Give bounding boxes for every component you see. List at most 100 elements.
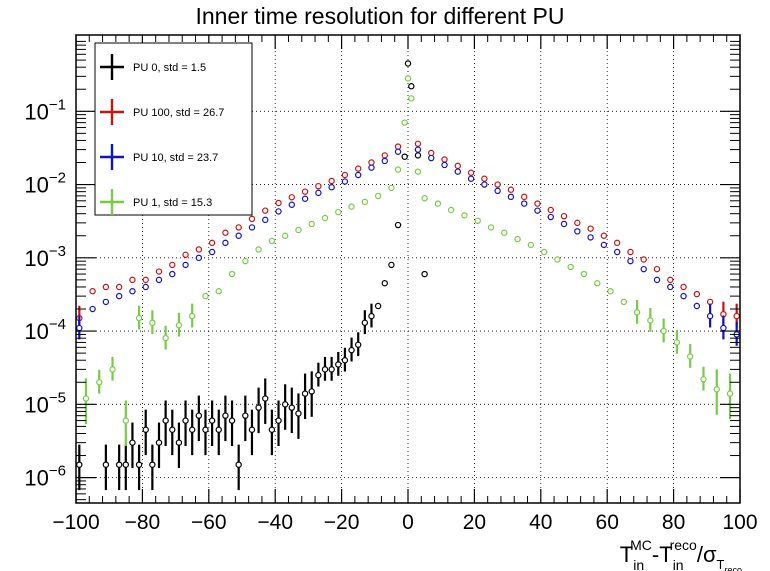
data-point (129, 288, 136, 295)
data-point (89, 305, 96, 313)
x-tick-label: 20 (463, 511, 486, 534)
data-point (381, 152, 388, 159)
data-point (441, 161, 448, 169)
legend: PU 0, std = 1.5 PU 100, std = 26.7 PU 10, … (94, 42, 253, 216)
data-point (706, 312, 714, 320)
data-point (401, 153, 408, 160)
data-point (268, 237, 276, 245)
data-point (228, 417, 236, 424)
data-point (567, 263, 574, 271)
data-point (355, 171, 362, 179)
data-point (82, 395, 90, 402)
data-point (222, 412, 229, 419)
data-point (368, 312, 375, 320)
data-point (600, 232, 608, 239)
data-point (494, 181, 501, 188)
data-point (122, 417, 130, 424)
data-point (713, 386, 720, 393)
data-point (255, 404, 262, 411)
data-point (109, 366, 116, 373)
data-point (613, 239, 621, 247)
data-point (188, 312, 196, 320)
data-point (235, 461, 242, 468)
x-tick-label: 60 (596, 511, 619, 534)
data-point (667, 283, 674, 291)
data-point (175, 439, 183, 446)
data-point (580, 270, 588, 278)
data-point (726, 390, 734, 397)
data-point (115, 292, 123, 300)
data-point (255, 246, 262, 253)
data-point (76, 461, 83, 468)
data-point (401, 119, 408, 126)
legend-label: PU 0, std = 1.5 (133, 62, 206, 74)
data-point (235, 224, 242, 231)
data-point (560, 212, 568, 220)
data-point (149, 461, 156, 468)
data-point (288, 201, 295, 208)
data-point (281, 401, 289, 408)
data-point (262, 207, 269, 214)
data-point (202, 292, 209, 300)
data-point (348, 203, 355, 210)
data-point (155, 439, 163, 446)
data-point (135, 314, 143, 322)
data-point (195, 254, 203, 262)
data-point (195, 412, 203, 419)
data-point (301, 195, 309, 202)
data-point (394, 221, 402, 229)
data-point (215, 288, 222, 295)
x-tick-label: −100 (52, 511, 99, 534)
data-point (169, 426, 176, 433)
data-point (102, 298, 110, 306)
x-tick-label: −20 (324, 511, 360, 534)
legend-entry-2: PU 10, std = 23.7 (100, 144, 218, 170)
data-point (301, 390, 309, 397)
data-point (368, 159, 375, 166)
data-point (381, 280, 388, 287)
data-point (507, 186, 515, 193)
data-point (215, 426, 222, 433)
data-point (408, 95, 415, 102)
data-point (248, 426, 256, 433)
data-point (454, 162, 461, 170)
data-point (474, 217, 481, 225)
data-point (321, 366, 329, 373)
data-point (89, 288, 96, 295)
data-point (102, 283, 110, 291)
data-point (587, 234, 594, 241)
series-3 (82, 75, 734, 446)
data-point (341, 357, 349, 364)
data-point (414, 146, 422, 153)
data-point (361, 198, 369, 206)
data-point (554, 256, 561, 263)
data-point (262, 216, 269, 224)
data-point (222, 239, 229, 247)
data-point (242, 412, 249, 419)
data-point (182, 261, 189, 269)
data-point (467, 175, 475, 182)
data-point (355, 341, 362, 348)
data-point (295, 226, 302, 234)
data-point (328, 366, 335, 373)
data-point (487, 224, 495, 231)
data-point (248, 215, 256, 223)
data-point (129, 439, 136, 446)
data-point (587, 225, 594, 232)
data-point (328, 177, 335, 185)
data-point (355, 165, 362, 172)
data-point (155, 276, 163, 284)
data-point (620, 298, 628, 306)
data-point (175, 322, 183, 329)
data-point (687, 353, 694, 360)
data-point (275, 417, 282, 424)
data-point (301, 188, 309, 195)
data-point (341, 171, 349, 179)
data-point (208, 239, 216, 247)
x-tick-label: 100 (722, 511, 757, 534)
x-tick-label: −60 (191, 511, 227, 534)
data-point (627, 257, 634, 265)
data-point (248, 224, 256, 231)
legend-entry-0: PU 0, std = 1.5 (100, 54, 206, 80)
data-point (122, 461, 130, 468)
